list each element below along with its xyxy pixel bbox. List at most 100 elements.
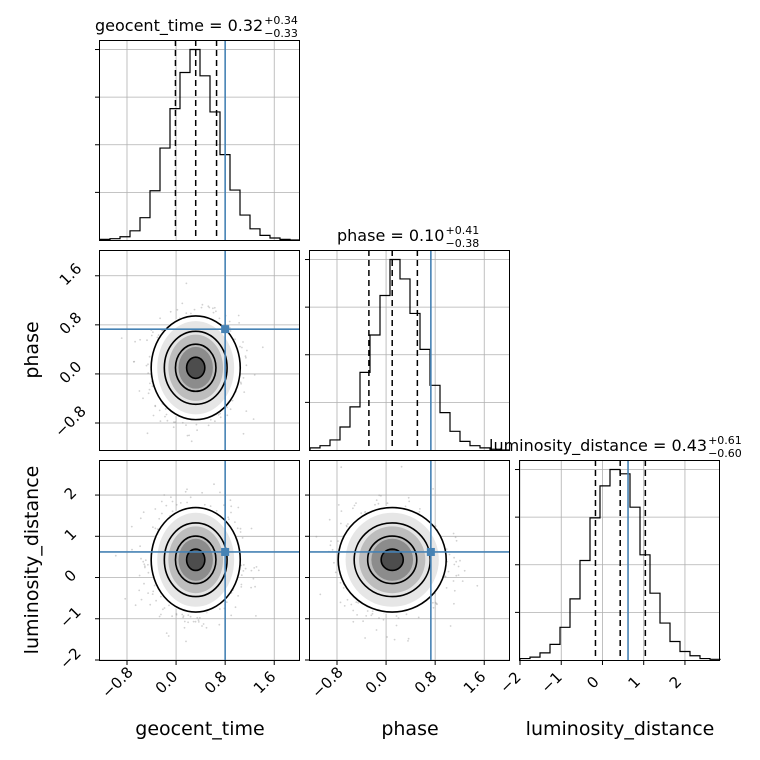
sample-point bbox=[161, 329, 163, 332]
sample-point bbox=[459, 559, 461, 562]
sample-point bbox=[189, 496, 192, 499]
x-tick-label-luminosity-distance: 2 bbox=[666, 673, 685, 692]
sample-point bbox=[153, 584, 156, 587]
x-tick-label-geocent-time: 1.6 bbox=[250, 668, 280, 698]
joint-geocent-time-phase-frame bbox=[99, 250, 300, 451]
sample-point bbox=[171, 500, 174, 503]
sample-point bbox=[140, 557, 142, 560]
marginal-phase-frame bbox=[309, 250, 510, 451]
sample-point bbox=[212, 307, 214, 310]
sample-point bbox=[120, 337, 123, 339]
sample-point bbox=[245, 356, 247, 359]
sample-point bbox=[234, 606, 237, 609]
x-tick-label-phase: −0.8 bbox=[308, 663, 346, 701]
sample-point bbox=[434, 525, 437, 528]
sample-point bbox=[242, 570, 245, 572]
sample-point bbox=[229, 499, 232, 502]
sample-point bbox=[131, 548, 133, 551]
sample-point bbox=[356, 614, 358, 616]
sample-point bbox=[239, 527, 242, 530]
sample-point bbox=[155, 599, 158, 602]
sample-point bbox=[167, 635, 170, 637]
sample-point bbox=[253, 567, 256, 569]
sample-point bbox=[432, 601, 434, 604]
sample-point bbox=[175, 503, 178, 506]
sample-point bbox=[386, 636, 388, 638]
sample-point bbox=[138, 589, 141, 592]
marginal-phase-title: phase = 0.10 bbox=[337, 226, 444, 245]
sample-point bbox=[339, 601, 342, 604]
sample-point bbox=[226, 406, 229, 409]
sample-point bbox=[457, 574, 460, 576]
sample-point bbox=[229, 330, 232, 332]
marginal-geocent-time-title: geocent_time = 0.32 bbox=[95, 16, 263, 36]
sample-point bbox=[346, 598, 349, 601]
sample-point bbox=[234, 338, 236, 341]
sample-point bbox=[142, 397, 144, 400]
sample-point bbox=[188, 434, 191, 437]
sample-point bbox=[340, 466, 343, 469]
sample-point bbox=[331, 548, 334, 551]
sample-point bbox=[190, 440, 193, 443]
sample-point bbox=[449, 625, 452, 627]
sample-point bbox=[223, 504, 225, 506]
sample-point bbox=[156, 336, 159, 339]
sample-point bbox=[175, 613, 178, 616]
sample-point bbox=[236, 527, 239, 530]
sample-point bbox=[134, 604, 137, 607]
sample-point bbox=[252, 418, 255, 420]
sample-point bbox=[158, 409, 161, 412]
sample-point bbox=[350, 603, 353, 606]
sample-point bbox=[229, 408, 232, 411]
sample-point bbox=[138, 390, 141, 392]
sample-point bbox=[339, 581, 342, 584]
sample-point bbox=[218, 317, 221, 320]
sample-point bbox=[239, 381, 242, 384]
sample-point bbox=[228, 320, 231, 323]
sample-point bbox=[140, 598, 143, 601]
truth-marker bbox=[221, 325, 230, 334]
sample-point bbox=[185, 312, 188, 315]
marginal-phase-panel: phase = 0.10 +0.41 −0.38 bbox=[305, 224, 510, 451]
sample-point bbox=[352, 620, 355, 623]
sample-point bbox=[164, 415, 166, 418]
y-tick-label-phase: −0.8 bbox=[51, 402, 89, 440]
density-level-4 bbox=[186, 548, 205, 571]
sample-point bbox=[237, 506, 240, 509]
sample-point bbox=[245, 364, 248, 367]
sample-point bbox=[192, 620, 195, 623]
marginal-phase-plus: +0.41 bbox=[445, 224, 479, 237]
sample-point bbox=[147, 592, 150, 594]
sample-point bbox=[240, 382, 243, 385]
sample-point bbox=[148, 355, 151, 358]
sample-point bbox=[173, 454, 175, 456]
contour-3 bbox=[185, 548, 206, 572]
sample-point bbox=[196, 616, 199, 619]
y-tick-label-luminosity-distance: −2 bbox=[56, 644, 84, 672]
x-tick-label-geocent-time: −0.8 bbox=[98, 663, 136, 701]
sample-point bbox=[245, 410, 248, 412]
sample-point bbox=[246, 349, 248, 352]
sample-point bbox=[207, 424, 210, 427]
sample-point bbox=[218, 623, 221, 626]
sample-point bbox=[207, 305, 210, 308]
x-tick-label-geocent-time: 0.8 bbox=[201, 668, 231, 698]
sample-point bbox=[134, 340, 137, 343]
sample-point bbox=[239, 531, 242, 533]
sample-point bbox=[476, 584, 479, 587]
sample-point bbox=[347, 523, 349, 525]
y-axis-label-luminosity-distance: luminosity_distance bbox=[21, 466, 43, 655]
sample-point bbox=[242, 432, 245, 435]
density-level-4 bbox=[186, 356, 205, 379]
sample-point bbox=[145, 364, 148, 367]
sample-point bbox=[146, 432, 149, 435]
sample-point bbox=[185, 424, 187, 426]
joint-phase-luminosity-distance-panel: −0.8 0.0 0.8 1.6 bbox=[305, 460, 510, 702]
marginal-geocent-time-frame bbox=[99, 40, 300, 241]
marginal-luminosity-distance-minus: −0.60 bbox=[708, 447, 742, 460]
sample-point bbox=[209, 418, 212, 421]
sample-point bbox=[382, 618, 385, 621]
sample-point bbox=[189, 615, 192, 618]
sample-point bbox=[203, 503, 206, 506]
sample-point bbox=[187, 614, 190, 616]
